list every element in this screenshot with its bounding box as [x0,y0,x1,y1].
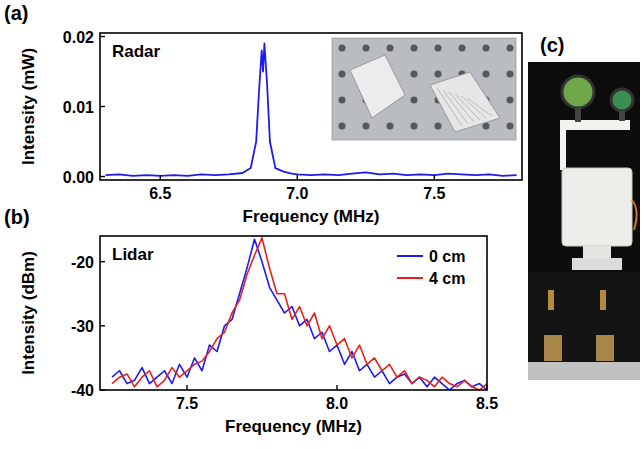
x-tick-label: 6.5 [149,185,171,202]
x-tick-label: 7.5 [176,395,198,412]
y-tick-label: 0.01 [63,99,94,116]
y-tick [100,325,105,326]
photo-post [619,111,625,121]
photo-knob [600,290,606,310]
inset-hole [507,123,514,130]
x-tick-label: 8.0 [326,395,348,412]
y-tick [100,106,105,107]
legend-swatch [397,255,423,257]
inset-hole [435,45,442,52]
inset-hole [483,45,490,52]
inset-hole [387,45,394,52]
inset-hole [363,45,370,52]
inset-hole [411,123,418,130]
inset-hole [339,97,346,104]
inset-hole [435,123,442,130]
annotation: Lidar [112,245,154,264]
y-tick-label: -30 [71,318,94,335]
inset-hole [363,123,370,130]
data-group [105,44,516,176]
photo-horn [544,335,562,361]
y-tick [100,176,105,177]
series-line [112,238,487,390]
x-tick [336,385,337,390]
inset-hole [339,123,346,130]
photo-box [562,168,632,246]
inset-hole [339,45,346,52]
photo-horn [596,335,614,361]
y-tick-label: -40 [71,382,94,399]
x-tick-label: 8.5 [476,395,498,412]
inset-reflector [350,55,405,118]
panel-0: (a) 6.5 7.0 7.5 0.00 0.01 0.02 Frequency (MHz) I… [4,2,522,226]
panel-letter: (a) [4,2,28,24]
series-line [112,239,487,390]
inset-hole [435,71,442,78]
inset-fin [467,98,492,116]
photo-knob [548,290,554,310]
legend: 0 cm 4 cm [397,248,465,287]
y-tick-label: -20 [71,254,94,271]
photo-lens [562,76,594,108]
x-tick [186,385,187,390]
photo-mount [583,246,611,260]
legend-label: 0 cm [429,248,465,265]
panel-1: (b) 7.5 8.0 8.5 -20 -30 -40 Frequency (MHz) Inte… [4,206,498,436]
inset-hole [507,97,514,104]
photo-bg [528,62,640,380]
x-tick [434,175,435,180]
y-axis-title: Intensity (mW) [19,48,38,165]
plot-frame [100,236,487,390]
photo-panel: (c) [528,34,640,380]
photo-frame [560,120,566,170]
inset-hole [483,71,490,78]
inset-hole [507,71,514,78]
series-line [105,44,516,176]
data-group [112,238,487,390]
x-tick [160,175,161,180]
photo-frame [560,120,630,130]
photo-post [575,108,581,122]
legend-swatch [397,277,423,279]
x-tick-label: 7.5 [423,185,445,202]
y-tick-label: 0.00 [63,169,94,186]
y-tick [100,261,105,262]
panel-letter: (c) [540,34,564,56]
inset-photo [332,38,516,140]
photo-backdrop [528,62,640,272]
y-axis-title: Intensity (dBm) [19,251,38,375]
photo-base [528,272,640,362]
x-axis-title: Frequency (MHz) [225,417,362,436]
photo-lens [611,89,633,111]
photo-mount [572,258,622,270]
inset-fin [437,88,462,126]
legend-label: 4 cm [429,270,465,287]
inset-hole [411,45,418,52]
inset-bg [332,38,516,140]
plot-frame [100,33,522,180]
inset-reflector [430,72,500,132]
x-tick [297,175,298,180]
x-tick-label: 7.0 [286,185,308,202]
x-axis-title: Frequency (MHz) [243,207,380,226]
inset-hole [411,97,418,104]
inset-hole [339,71,346,78]
panel-letter: (b) [4,206,30,228]
y-tick-label: 0.02 [63,29,94,46]
inset-hole [411,71,418,78]
photo-table [528,362,640,380]
y-tick [100,36,105,37]
inset-hole [507,45,514,52]
x-tick [486,385,487,390]
annotation: Radar [112,42,161,61]
photo-cable [632,200,637,230]
inset-fin [461,96,486,118]
inset-hole [459,45,466,52]
inset-hole [387,123,394,130]
y-tick [100,389,105,390]
